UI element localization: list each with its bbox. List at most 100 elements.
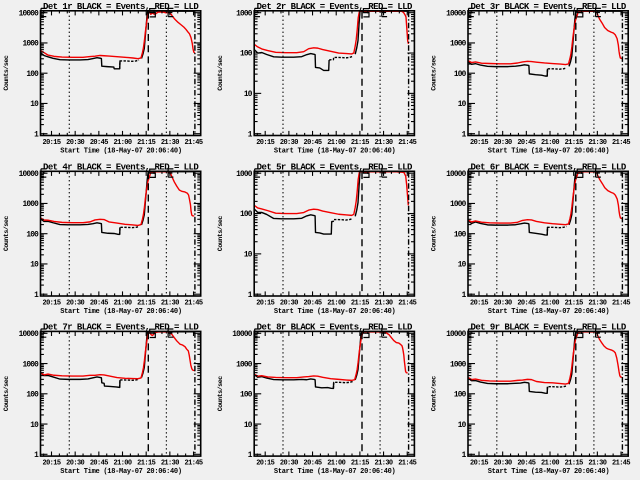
svg-text:20:30: 20:30 xyxy=(280,139,298,147)
svg-text:10000: 10000 xyxy=(19,331,40,339)
svg-text:100: 100 xyxy=(26,71,39,79)
svg-text:Det 6r BLACK = Events, RED = L: Det 6r BLACK = Events, RED = LLD xyxy=(470,163,626,173)
svg-text:1000: 1000 xyxy=(22,361,39,369)
svg-text:21:30: 21:30 xyxy=(375,139,393,147)
svg-text:Det 1r BLACK = Events, RED = L: Det 1r BLACK = Events, RED = LLD xyxy=(43,2,199,12)
svg-text:10: 10 xyxy=(30,101,39,109)
svg-text:20:45: 20:45 xyxy=(90,460,108,468)
svg-text:100: 100 xyxy=(26,392,39,400)
svg-text:Counts/sec: Counts/sec xyxy=(431,55,438,91)
svg-text:1: 1 xyxy=(462,292,467,300)
svg-text:10: 10 xyxy=(458,101,467,109)
svg-text:21:30: 21:30 xyxy=(588,139,606,147)
svg-text:Start Time (18-May-07 20:06:40: Start Time (18-May-07 20:06:40) xyxy=(274,308,396,316)
svg-text:21:30: 21:30 xyxy=(161,139,179,147)
svg-text:20:15: 20:15 xyxy=(470,460,488,468)
svg-text:21:45: 21:45 xyxy=(185,460,203,468)
svg-text:1: 1 xyxy=(34,452,39,460)
svg-text:21:00: 21:00 xyxy=(541,300,559,308)
svg-text:10: 10 xyxy=(30,262,39,270)
svg-text:1000: 1000 xyxy=(236,361,253,369)
svg-text:1000: 1000 xyxy=(450,41,467,49)
svg-text:21:00: 21:00 xyxy=(327,300,345,308)
svg-text:21:15: 21:15 xyxy=(351,460,369,468)
svg-text:21:30: 21:30 xyxy=(375,460,393,468)
svg-text:1000: 1000 xyxy=(236,10,253,18)
svg-text:10: 10 xyxy=(244,91,253,99)
svg-text:20:45: 20:45 xyxy=(304,460,322,468)
svg-text:Counts/sec: Counts/sec xyxy=(3,55,10,91)
svg-text:20:15: 20:15 xyxy=(256,139,274,147)
svg-text:21:45: 21:45 xyxy=(612,460,630,468)
svg-text:100: 100 xyxy=(240,211,253,219)
svg-text:20:30: 20:30 xyxy=(66,139,84,147)
svg-text:100: 100 xyxy=(26,231,39,239)
svg-text:21:45: 21:45 xyxy=(398,300,416,308)
svg-text:Counts/sec: Counts/sec xyxy=(217,55,224,91)
svg-text:1000: 1000 xyxy=(22,201,39,209)
svg-text:Start Time (18-May-07 20:06:40: Start Time (18-May-07 20:06:40) xyxy=(488,147,610,155)
svg-text:20:30: 20:30 xyxy=(66,460,84,468)
svg-text:21:15: 21:15 xyxy=(137,460,155,468)
svg-text:20:30: 20:30 xyxy=(494,139,512,147)
svg-text:10000: 10000 xyxy=(446,331,467,339)
svg-text:1: 1 xyxy=(248,292,253,300)
svg-text:Counts/sec: Counts/sec xyxy=(431,376,438,412)
svg-text:20:15: 20:15 xyxy=(470,139,488,147)
svg-text:21:45: 21:45 xyxy=(185,139,203,147)
svg-text:20:15: 20:15 xyxy=(42,300,60,308)
svg-text:21:15: 21:15 xyxy=(137,300,155,308)
svg-text:21:00: 21:00 xyxy=(327,139,345,147)
svg-text:Det 3r BLACK = Events, RED = L: Det 3r BLACK = Events, RED = LLD xyxy=(470,2,626,12)
svg-text:21:30: 21:30 xyxy=(161,460,179,468)
svg-text:1000: 1000 xyxy=(22,41,39,49)
svg-text:21:15: 21:15 xyxy=(565,460,583,468)
svg-text:100: 100 xyxy=(240,51,253,59)
svg-text:1000: 1000 xyxy=(450,201,467,209)
svg-text:20:15: 20:15 xyxy=(42,460,60,468)
svg-text:Det 9r BLACK = Events, RED = L: Det 9r BLACK = Events, RED = LLD xyxy=(470,323,626,333)
svg-text:20:45: 20:45 xyxy=(517,139,535,147)
svg-text:Counts/sec: Counts/sec xyxy=(431,216,438,252)
svg-text:21:00: 21:00 xyxy=(541,139,559,147)
svg-text:10000: 10000 xyxy=(19,10,40,18)
svg-text:10: 10 xyxy=(244,422,253,430)
svg-text:Counts/sec: Counts/sec xyxy=(3,216,10,252)
svg-text:20:45: 20:45 xyxy=(304,300,322,308)
svg-text:100: 100 xyxy=(240,392,253,400)
svg-text:Start Time (18-May-07 20:06:40: Start Time (18-May-07 20:06:40) xyxy=(488,468,610,476)
svg-text:Start Time (18-May-07 20:06:40: Start Time (18-May-07 20:06:40) xyxy=(60,468,182,476)
svg-text:Det 4r BLACK = Events, RED = L: Det 4r BLACK = Events, RED = LLD xyxy=(43,163,199,173)
svg-text:21:00: 21:00 xyxy=(541,460,559,468)
svg-text:20:45: 20:45 xyxy=(517,460,535,468)
svg-text:20:30: 20:30 xyxy=(66,300,84,308)
svg-text:20:45: 20:45 xyxy=(517,300,535,308)
svg-text:21:45: 21:45 xyxy=(185,300,203,308)
svg-text:21:30: 21:30 xyxy=(375,300,393,308)
svg-text:21:00: 21:00 xyxy=(114,139,132,147)
svg-text:1: 1 xyxy=(462,131,467,139)
svg-text:10: 10 xyxy=(458,422,467,430)
svg-text:20:15: 20:15 xyxy=(42,139,60,147)
svg-text:20:45: 20:45 xyxy=(304,139,322,147)
svg-text:10000: 10000 xyxy=(446,171,467,179)
svg-text:21:15: 21:15 xyxy=(351,300,369,308)
svg-text:20:45: 20:45 xyxy=(90,139,108,147)
svg-text:100: 100 xyxy=(454,231,467,239)
svg-text:Det 8r BLACK = Events, RED = L: Det 8r BLACK = Events, RED = LLD xyxy=(257,323,413,333)
svg-text:Start Time (18-May-07 20:06:40: Start Time (18-May-07 20:06:40) xyxy=(274,147,396,155)
svg-text:1: 1 xyxy=(462,452,467,460)
svg-text:20:30: 20:30 xyxy=(280,300,298,308)
svg-text:21:45: 21:45 xyxy=(612,300,630,308)
svg-text:Start Time (18-May-07 20:06:40: Start Time (18-May-07 20:06:40) xyxy=(60,147,182,155)
svg-text:1: 1 xyxy=(34,292,39,300)
svg-text:21:15: 21:15 xyxy=(137,139,155,147)
svg-text:21:30: 21:30 xyxy=(161,300,179,308)
svg-text:Counts/sec: Counts/sec xyxy=(217,376,224,412)
svg-text:Det 2r BLACK = Events, RED = L: Det 2r BLACK = Events, RED = LLD xyxy=(257,2,413,12)
svg-text:Counts/sec: Counts/sec xyxy=(3,376,10,412)
svg-text:1: 1 xyxy=(248,131,253,139)
svg-text:21:15: 21:15 xyxy=(565,139,583,147)
svg-text:20:30: 20:30 xyxy=(494,300,512,308)
svg-text:20:15: 20:15 xyxy=(256,460,274,468)
